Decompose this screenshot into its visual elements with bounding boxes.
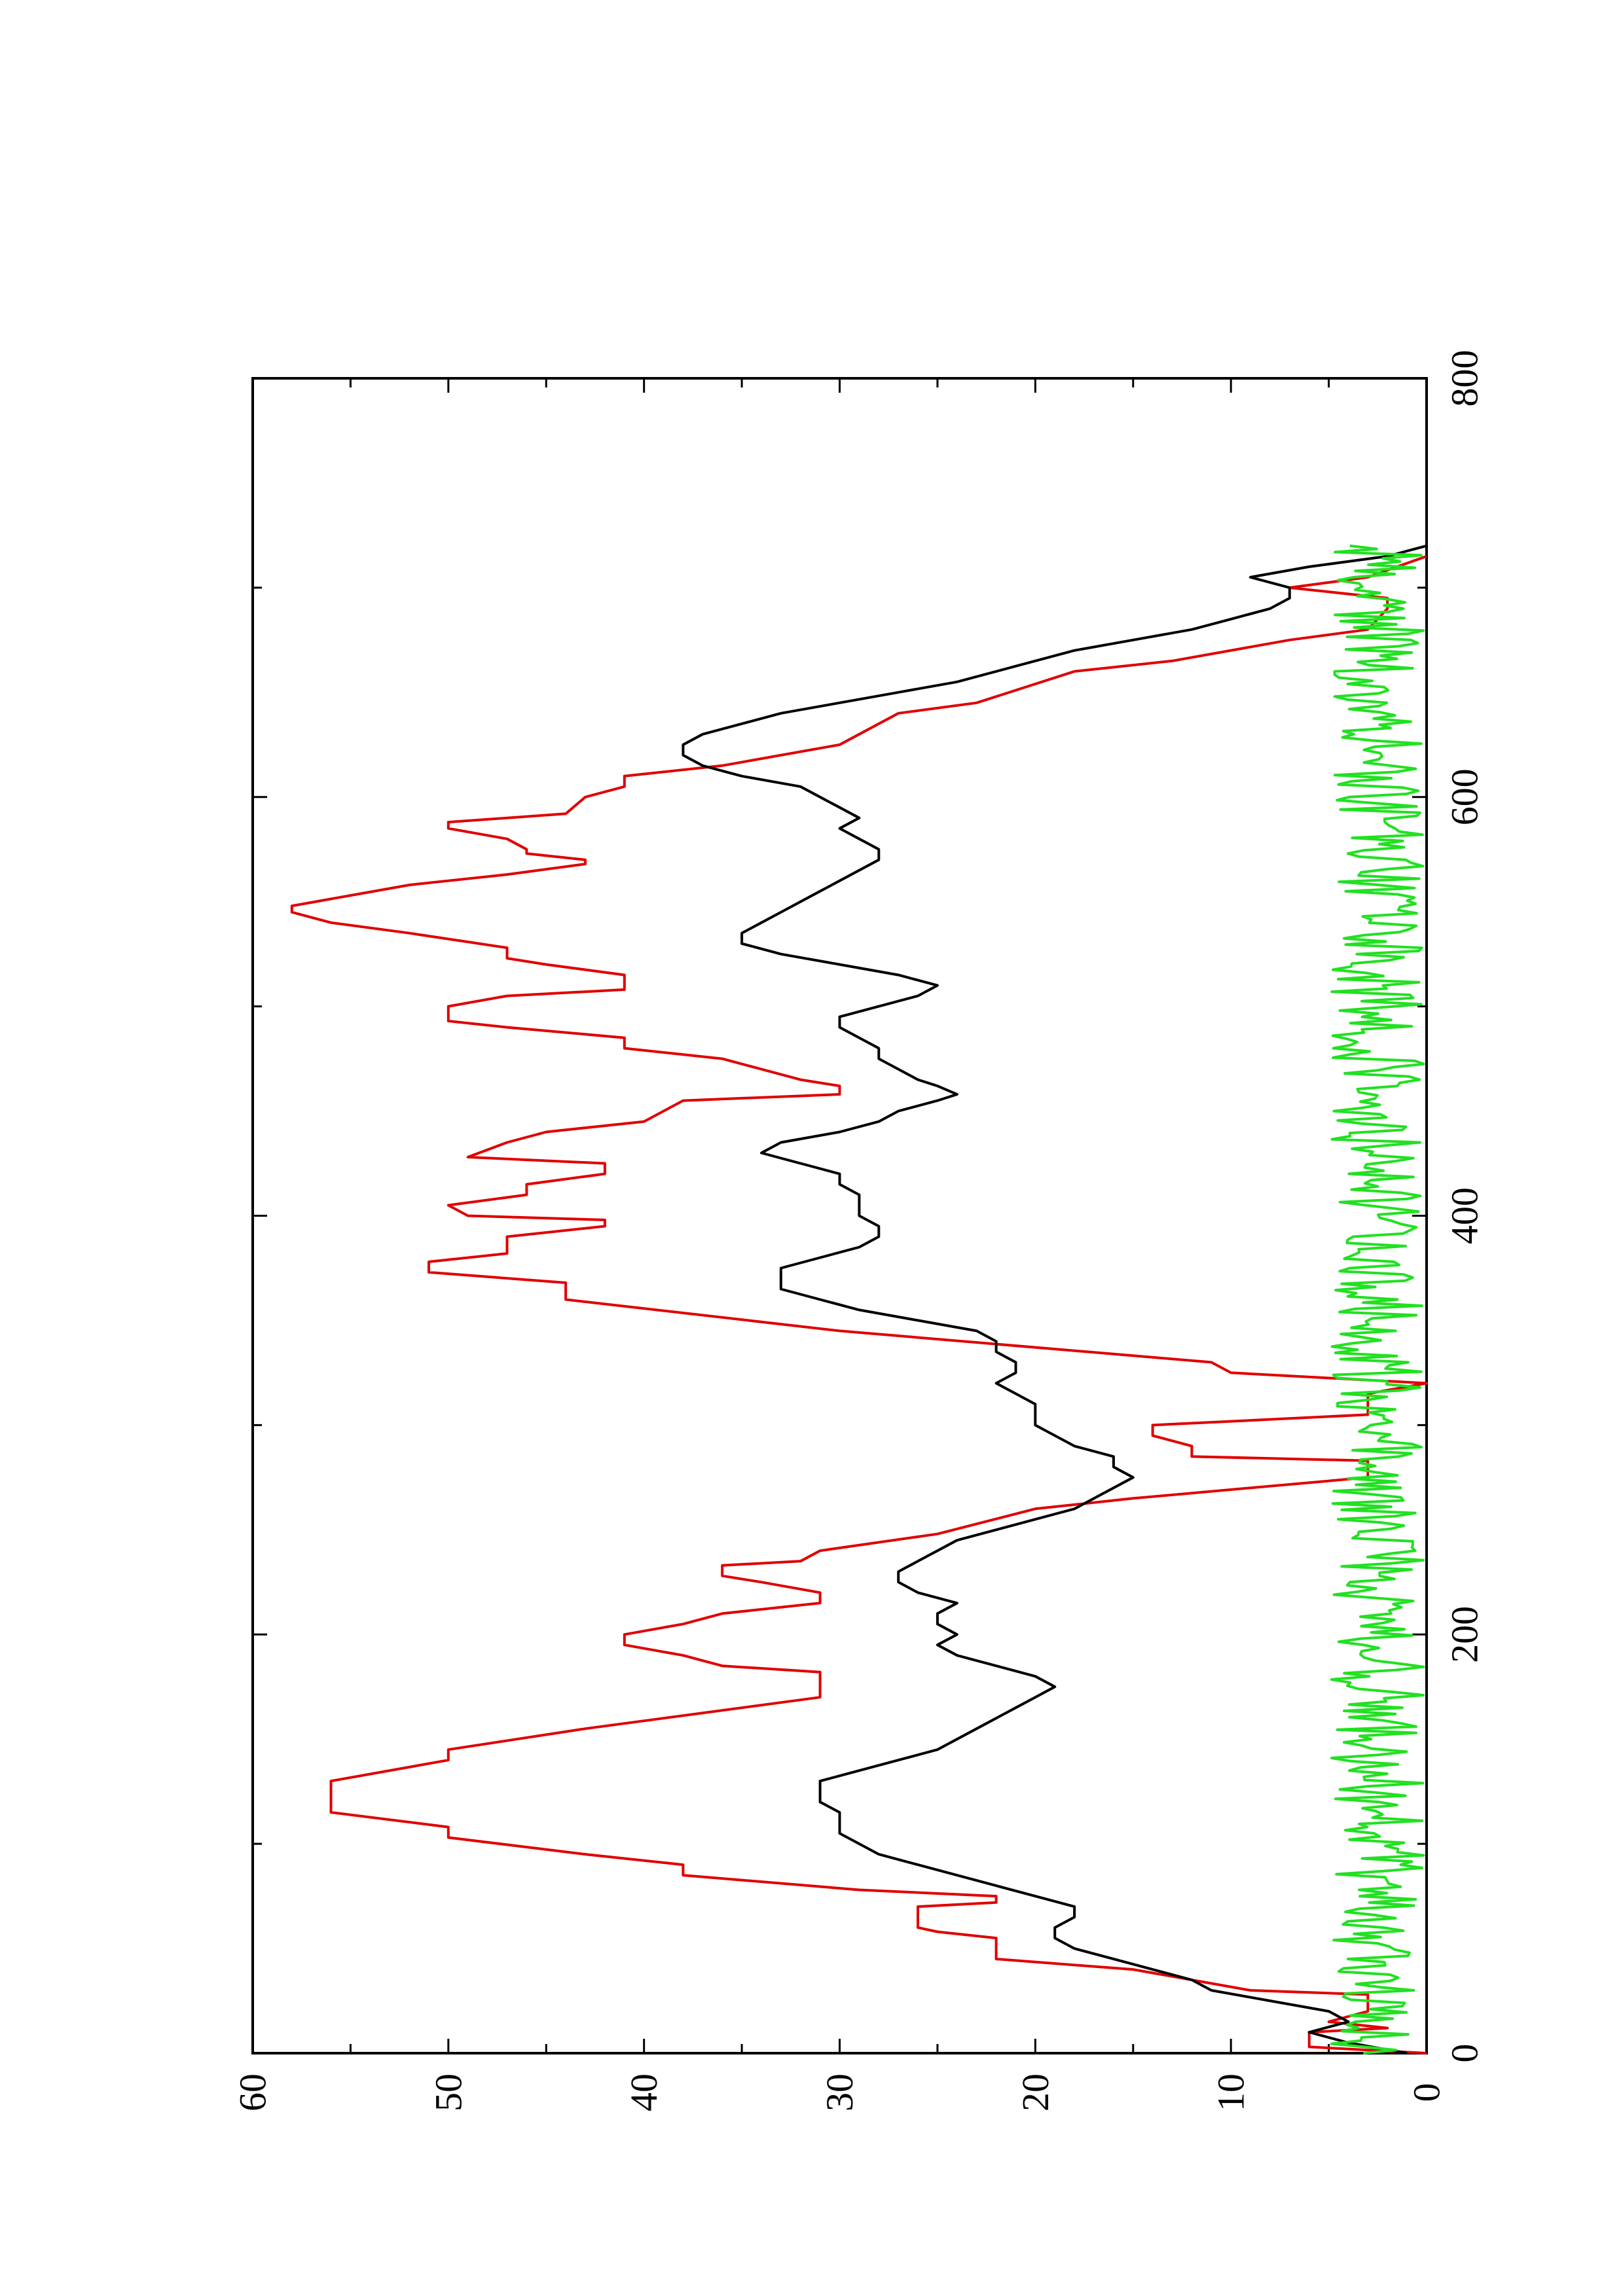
series-line-1	[290, 555, 1428, 2054]
x-tick-label: 400	[1444, 1187, 1486, 1244]
y-tick-label: 40	[623, 2073, 665, 2111]
x-tick-label: 600	[1444, 768, 1486, 825]
axis-ticks	[251, 377, 1428, 2054]
y-tick-label: 60	[232, 2073, 274, 2111]
y-tick-label: 20	[1014, 2073, 1057, 2111]
y-tick-label: 10	[1210, 2073, 1252, 2111]
series-line-3	[1330, 544, 1425, 2054]
axis-tick-labels: 0 200 400 600 800 0 10 20 30 40 50 60	[232, 350, 1486, 2112]
y-tick-label: 50	[427, 2073, 469, 2111]
x-tick-label: 0	[1444, 2044, 1486, 2063]
y-tick-label: 30	[818, 2073, 861, 2111]
series-line-2	[682, 544, 1427, 2054]
plot-frame	[251, 377, 1428, 2054]
series-group	[290, 544, 1428, 2054]
y-tick-label: 0	[1406, 2083, 1448, 2102]
x-tick-label: 800	[1444, 350, 1486, 407]
x-tick-label: 200	[1444, 1606, 1486, 1663]
